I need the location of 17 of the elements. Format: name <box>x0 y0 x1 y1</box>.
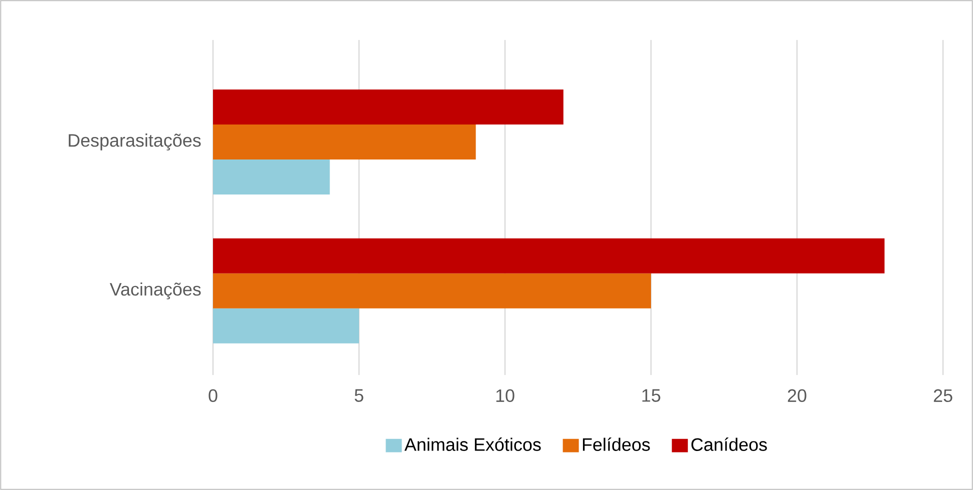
y-tick-label: Vacinações <box>110 282 201 300</box>
x-tick-label: 10 <box>496 389 514 402</box>
x-tick-label: 5 <box>354 389 364 402</box>
legend-label: Felídeos <box>582 438 650 451</box>
bar <box>213 89 564 124</box>
x-tick-label: 25 <box>934 389 952 402</box>
legend-label: Animais Exóticos <box>404 438 541 451</box>
legend-label: Canídeos <box>691 438 767 451</box>
x-tick-label: 0 <box>208 389 218 402</box>
bar <box>213 238 885 274</box>
bar <box>213 273 652 308</box>
bar <box>213 159 330 194</box>
x-tick-label: 20 <box>788 389 806 402</box>
x-tick-label: 15 <box>642 389 660 402</box>
bar <box>213 308 360 344</box>
y-tick-label: Desparasitações <box>68 134 201 150</box>
bar <box>213 124 476 160</box>
